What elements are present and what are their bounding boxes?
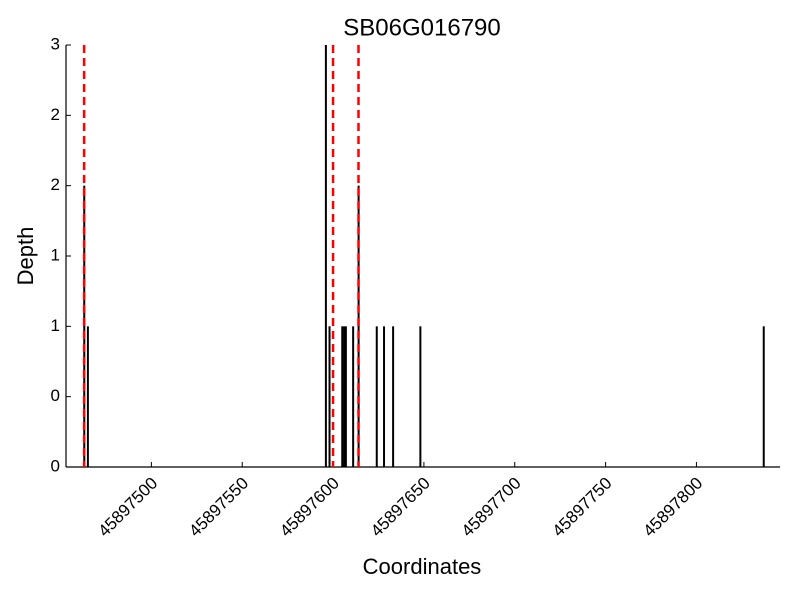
bar — [357, 185, 360, 467]
bar — [419, 326, 422, 467]
x-tick-label: 45897500 — [94, 474, 161, 541]
x-tick-label: 45897600 — [276, 474, 343, 541]
bar — [83, 185, 86, 467]
bar — [392, 326, 395, 467]
bar — [762, 326, 765, 467]
y-tick-label: 2 — [51, 175, 60, 194]
x-tick-label: 45897700 — [458, 474, 525, 541]
bar — [343, 326, 346, 467]
y-tick-label: 3 — [51, 34, 60, 53]
y-tick-label: 1 — [51, 316, 60, 335]
bar — [341, 326, 344, 467]
bar — [352, 326, 355, 467]
bar — [375, 326, 378, 467]
x-axis-label: Coordinates — [363, 554, 482, 579]
x-tick-label: 45897650 — [367, 474, 434, 541]
x-tick-label: 45897750 — [549, 474, 616, 541]
y-axis-label: Depth — [13, 227, 38, 286]
y-tick-label: 0 — [51, 386, 60, 405]
y-tick-label: 0 — [51, 456, 60, 475]
chart-title: SB06G016790 — [343, 14, 500, 41]
y-tick-label: 2 — [51, 105, 60, 124]
bar — [383, 326, 386, 467]
x-tick-label: 45897800 — [640, 474, 707, 541]
bar — [344, 326, 347, 467]
bar — [86, 326, 89, 467]
bar — [324, 45, 327, 467]
bar — [328, 326, 331, 467]
y-tick-label: 1 — [51, 245, 60, 264]
x-tick-label: 45897550 — [185, 474, 252, 541]
